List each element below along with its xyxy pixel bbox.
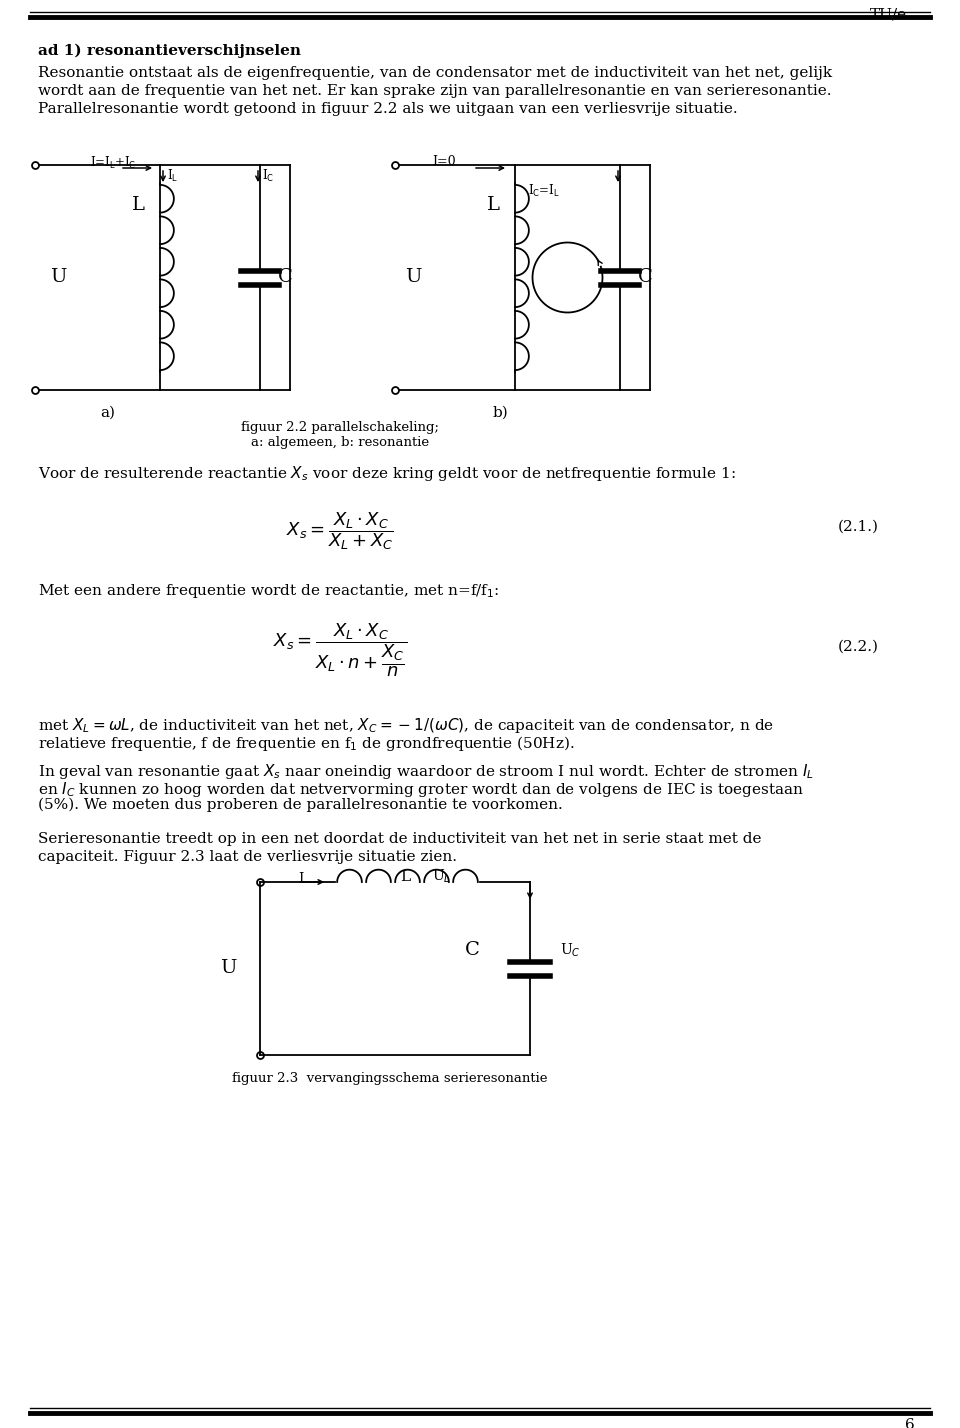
Text: In geval van resonantie gaat $X_s$ naar oneindig waardoor de stroom I nul wordt.: In geval van resonantie gaat $X_s$ naar … (38, 763, 814, 781)
Text: relatieve frequentie, f de frequentie en f$_1$ de grondfrequentie (50Hz).: relatieve frequentie, f de frequentie en… (38, 734, 575, 753)
Text: ad 1) resonantieverschijnselen: ad 1) resonantieverschijnselen (38, 44, 301, 59)
Text: L: L (487, 196, 500, 214)
Text: figuur 2.2 parallelschakeling;: figuur 2.2 parallelschakeling; (241, 421, 439, 434)
Text: met $X_L=\omega L$, de inductiviteit van het net, $X_C=-1/(\omega C)$, de capaci: met $X_L=\omega L$, de inductiviteit van… (38, 715, 774, 735)
Text: Met een andere frequentie wordt de reactantie, met n=f/f$_1$:: Met een andere frequentie wordt de react… (38, 583, 499, 600)
Text: I$_{\mathsf{C}}$: I$_{\mathsf{C}}$ (262, 169, 275, 184)
Text: L: L (400, 870, 410, 884)
Text: b): b) (493, 406, 509, 420)
Text: U$_L$: U$_L$ (432, 868, 450, 885)
Text: TU/e: TU/e (870, 9, 907, 21)
Text: C: C (638, 268, 653, 286)
Text: a: algemeen, b: resonantie: a: algemeen, b: resonantie (251, 436, 429, 448)
Text: I: I (298, 873, 303, 885)
Text: I=I$_{\mathsf{L}}$+I$_{\mathsf{C}}$: I=I$_{\mathsf{L}}$+I$_{\mathsf{C}}$ (90, 156, 136, 171)
Text: Resonantie ontstaat als de eigenfrequentie, van de condensator met de inductivit: Resonantie ontstaat als de eigenfrequent… (38, 66, 832, 80)
Text: L: L (132, 196, 145, 214)
Text: a): a) (100, 406, 115, 420)
Text: (2.1.): (2.1.) (838, 520, 879, 534)
Text: U: U (50, 268, 66, 286)
Text: (5%). We moeten dus proberen de parallelresonantie te voorkomen.: (5%). We moeten dus proberen de parallel… (38, 798, 563, 813)
Text: I$_{\mathsf{L}}$: I$_{\mathsf{L}}$ (167, 169, 179, 184)
Text: U$_C$: U$_C$ (560, 941, 581, 958)
Text: $X_s = \dfrac{X_L \cdot X_C}{X_L + X_C}$: $X_s = \dfrac{X_L \cdot X_C}{X_L + X_C}$ (286, 510, 394, 551)
Text: wordt aan de frequentie van het net. Er kan sprake zijn van parallelresonantie e: wordt aan de frequentie van het net. Er … (38, 84, 831, 99)
Text: (2.2.): (2.2.) (838, 640, 879, 654)
Text: figuur 2.3  vervangingsschema serieresonantie: figuur 2.3 vervangingsschema serieresona… (232, 1072, 548, 1085)
Text: Voor de resulterende reactantie $X_s$ voor deze kring geldt voor de netfrequenti: Voor de resulterende reactantie $X_s$ vo… (38, 464, 735, 483)
Text: en $I_C$ kunnen zo hoog worden dat netvervorming groter wordt dan de volgens de : en $I_C$ kunnen zo hoog worden dat netve… (38, 780, 804, 800)
Text: U: U (405, 268, 421, 286)
Text: I$_{\mathsf{C}}$=I$_{\mathsf{L}}$: I$_{\mathsf{C}}$=I$_{\mathsf{L}}$ (528, 183, 560, 198)
Text: C: C (278, 268, 293, 286)
Text: $X_s = \dfrac{X_L \cdot X_C}{X_L \cdot n + \dfrac{X_C}{n}}$: $X_s = \dfrac{X_L \cdot X_C}{X_L \cdot n… (273, 623, 407, 680)
Text: I=0: I=0 (432, 156, 456, 169)
Text: C: C (465, 941, 480, 960)
Text: Serieresonantie treedt op in een net doordat de inductiviteit van het net in ser: Serieresonantie treedt op in een net doo… (38, 833, 761, 845)
Text: capaciteit. Figuur 2.3 laat de verliesvrije situatie zien.: capaciteit. Figuur 2.3 laat de verliesvr… (38, 850, 457, 864)
Text: Parallelresonantie wordt getoond in figuur 2.2 als we uitgaan van een verliesvri: Parallelresonantie wordt getoond in figu… (38, 101, 737, 116)
Text: 6: 6 (905, 1418, 915, 1428)
Text: U: U (220, 960, 236, 977)
